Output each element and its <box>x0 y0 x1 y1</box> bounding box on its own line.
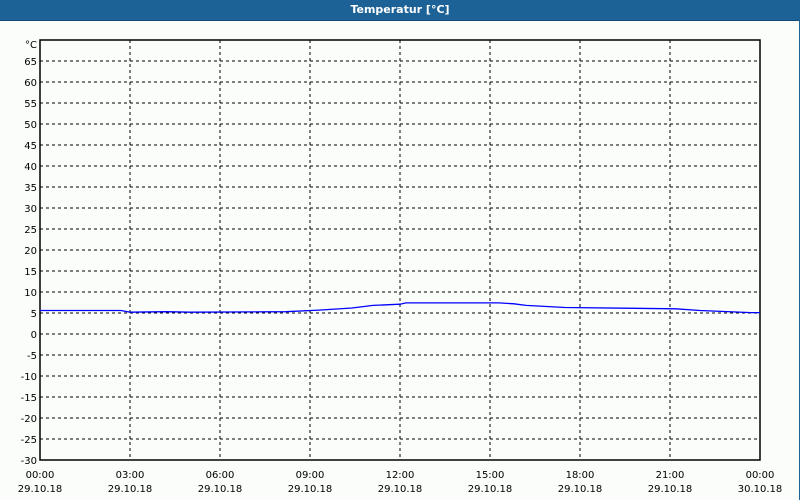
y-tick-label: 45 <box>24 141 37 152</box>
temperature-line <box>40 302 760 314</box>
y-tick-label: 10 <box>24 288 37 299</box>
x-tick-time: 15:00 <box>476 470 505 481</box>
x-tick-date: 30.10.18 <box>738 484 783 495</box>
chart-title: Temperatur [°C] <box>350 3 450 16</box>
y-tick-label: -20 <box>21 414 37 425</box>
y-tick-label: 0 <box>31 330 37 341</box>
x-tick-date: 29.10.18 <box>378 484 423 495</box>
x-tick-time: 00:00 <box>26 470 55 481</box>
x-tick-date: 29.10.18 <box>108 484 153 495</box>
y-tick-label: -25 <box>21 435 37 446</box>
y-axis-unit: °C <box>25 40 37 51</box>
x-tick-time: 18:00 <box>566 470 595 481</box>
x-tick-time: 09:00 <box>296 470 325 481</box>
y-tick-label: 40 <box>24 162 37 173</box>
y-tick-label: -10 <box>21 372 37 383</box>
y-tick-label: 20 <box>24 246 37 257</box>
x-tick-date: 29.10.18 <box>18 484 63 495</box>
y-tick-label: 65 <box>24 57 37 68</box>
x-tick-date: 29.10.18 <box>198 484 243 495</box>
plot-frame <box>39 39 761 461</box>
y-tick-label: 35 <box>24 183 37 194</box>
x-tick-time: 03:00 <box>116 470 145 481</box>
y-tick-label: 30 <box>24 204 37 215</box>
y-tick-label: 5 <box>31 309 37 320</box>
x-tick-time: 21:00 <box>656 470 685 481</box>
x-tick-date: 29.10.18 <box>288 484 333 495</box>
y-tick-label: 60 <box>24 78 37 89</box>
x-tick-time: 12:00 <box>386 470 415 481</box>
temperature-chart: -30 -25 -20 -15 -10 -5 0 5 10 15 20 25 30 35 40 45 50 55 6… <box>18 39 783 495</box>
x-tick-date: 29.10.18 <box>468 484 513 495</box>
y-tick-label: 50 <box>24 120 37 131</box>
y-tick-label: -15 <box>21 393 37 404</box>
chart-title-bar: Temperatur [°C] <box>0 0 800 21</box>
x-tick-time: 00:00 <box>746 470 775 481</box>
y-tick-label: -30 <box>21 456 37 467</box>
x-tick-time: 06:00 <box>206 470 235 481</box>
y-tick-label: 15 <box>24 267 37 278</box>
y-tick-label: 25 <box>24 225 37 236</box>
x-tick-date: 29.10.18 <box>558 484 603 495</box>
y-tick-label: 55 <box>24 99 37 110</box>
x-tick-date: 29.10.18 <box>648 484 693 495</box>
y-tick-label: -5 <box>27 351 37 362</box>
